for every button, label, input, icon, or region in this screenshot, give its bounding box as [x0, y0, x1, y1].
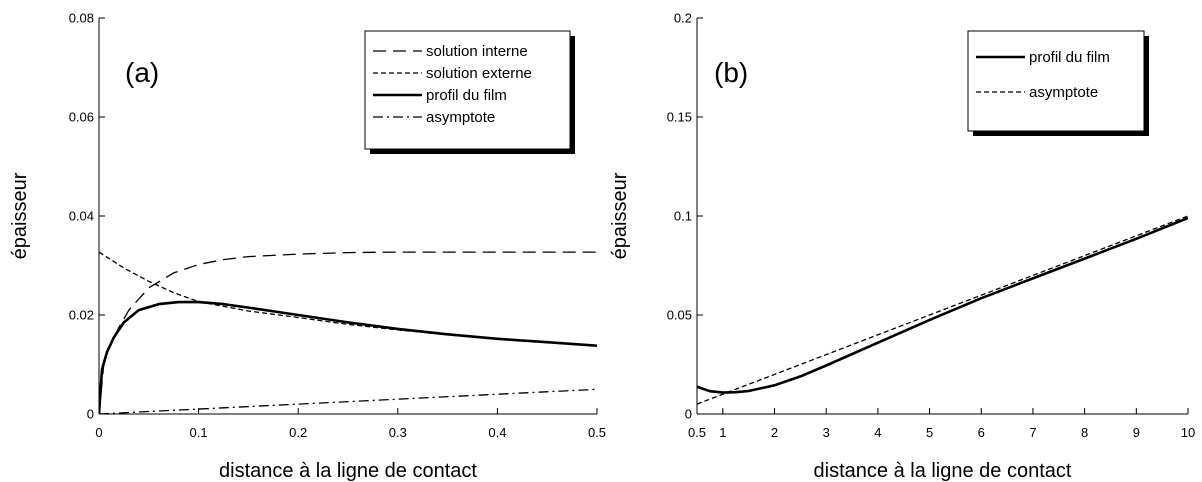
- x-tick-label: 3: [823, 425, 830, 440]
- y-tick-label: 0.05: [667, 308, 692, 323]
- x-tick-label: 4: [874, 425, 881, 440]
- x-tick-label: 0.5: [588, 425, 606, 440]
- x-tick-label: 1: [719, 425, 726, 440]
- panel-label: (a): [125, 57, 159, 88]
- x-tick-label: 9: [1133, 425, 1140, 440]
- x-tick-label: 6: [978, 425, 985, 440]
- legend-label-asymptote: asymptote: [426, 109, 495, 126]
- legend-label-asymptote: asymptote: [1029, 84, 1098, 101]
- x-tick-label: 7: [1029, 425, 1036, 440]
- x-tick-label: 10: [1181, 425, 1195, 440]
- x-tick-label: 0.4: [488, 425, 506, 440]
- legend-label-profil-du-film: profil du film: [426, 87, 507, 104]
- legend-box: [967, 30, 1145, 132]
- series-asymptote-line: [697, 215, 1188, 405]
- y-axis-label: épaisseur: [609, 172, 631, 259]
- y-tick-label: 0.15: [667, 110, 692, 125]
- y-tick-label: 0: [685, 407, 692, 422]
- x-axis-label: distance à la ligne de contact: [814, 460, 1072, 482]
- y-tick-label: 0.08: [69, 11, 94, 26]
- x-axis-label: distance à la ligne de contact: [219, 460, 477, 482]
- y-axis-label: épaisseur: [9, 172, 31, 259]
- x-tick-label: 0.1: [190, 425, 208, 440]
- legend: solution interne solution externe profil d…: [364, 30, 575, 154]
- y-tick-label: 0: [87, 407, 94, 422]
- x-tick-label: 0: [95, 425, 102, 440]
- y-tick-label: 0.02: [69, 308, 94, 323]
- x-tick-label: 2: [771, 425, 778, 440]
- chart-panel-a: 0 0.02 0.04 0.06 0.08 0 0.1 0.2 0.3 0.4 0.5 distanc…: [9, 11, 606, 482]
- x-tick-label: 8: [1081, 425, 1088, 440]
- series-asymptote-line: [99, 388, 597, 414]
- chart-panel-b: 0 0.05 0.1 0.15 0.2 0.5 1 2 3 4 5 6 7 8 9 10 distance à …: [609, 11, 1195, 482]
- legend-label-solution-interne: solution interne: [426, 43, 528, 60]
- series-solution-interne-line: [99, 251, 597, 414]
- x-tick-label: 0.3: [389, 425, 407, 440]
- legend-label-solution-externe: solution externe: [426, 65, 532, 82]
- y-tick-label: 0.1: [674, 209, 692, 224]
- x-tick-label: 5: [926, 425, 933, 440]
- legend-label-profil-du-film: profil du film: [1029, 49, 1110, 66]
- legend: profil du film asymptote: [967, 30, 1149, 136]
- series-profil-du-film-line: [697, 216, 1188, 394]
- y-tick-label: 0.2: [674, 11, 692, 26]
- panel-label: (b): [714, 57, 748, 88]
- x-tick-label: 0.2: [289, 425, 307, 440]
- x-tick-label: 0.5: [688, 425, 706, 440]
- y-tick-label: 0.06: [69, 110, 94, 125]
- y-tick-label: 0.04: [69, 209, 94, 224]
- series-profil-du-film-line: [99, 300, 597, 414]
- series-solution-externe-line: [99, 251, 597, 347]
